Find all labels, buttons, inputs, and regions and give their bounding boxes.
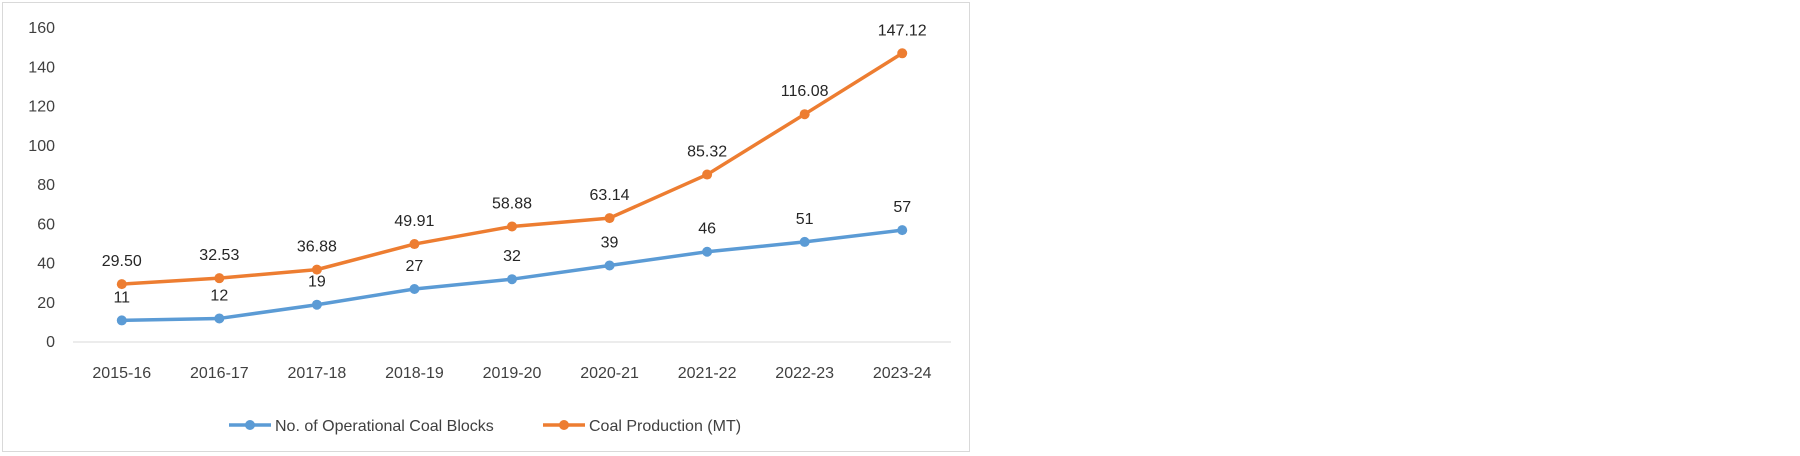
y-tick-label: 0 [46,334,55,351]
x-tick-label: 2016-17 [190,365,249,382]
x-tick-label: 2017-18 [288,365,347,382]
x-axis: 2015-16 2016-17 2017-18 2018-19 2019-20 2020-… [92,365,931,382]
data-label: 85.32 [687,144,727,161]
y-tick-label: 100 [28,138,55,155]
x-tick-label: 2021-22 [678,365,737,382]
data-label: 32.53 [199,247,239,264]
data-point [702,169,713,180]
data-point [897,48,908,59]
data-label: 27 [406,258,424,275]
data-label: 36.88 [297,239,337,256]
y-tick-label: 40 [37,256,55,273]
data-point [214,273,225,284]
data-point [799,236,810,247]
data-label: 49.91 [394,213,434,230]
data-point [409,284,420,295]
x-tick-label: 2023-24 [873,365,932,382]
data-point [604,260,615,271]
data-label: 29.50 [102,253,142,270]
y-tick-label: 60 [37,216,55,233]
data-point [799,109,810,120]
data-point [507,221,517,232]
data-point [214,313,225,324]
legend: No. of Operational Coal Blocks Coal Produ… [229,418,741,435]
line-chart: 0 20 40 60 80 100 120 140 160 2015-16 2016-17 2017… [28,20,951,435]
legend-item: Coal Production (MT) [543,418,741,435]
data-label: 57 [893,199,911,216]
x-tick-label: 2015-16 [92,365,151,382]
data-point [702,246,713,257]
legend-dot-marker [559,420,569,430]
data-point [311,264,322,275]
y-axis: 0 20 40 60 80 100 120 140 160 [28,20,55,351]
x-tick-label: 2020-21 [580,365,639,382]
data-label: 63.14 [590,187,630,204]
series-layer: 11 12 19 27 32 39 46 51 57 29.50 32.53 36.88 49.91 58… [102,22,927,326]
y-tick-label: 20 [37,295,55,312]
data-label: 58.88 [492,195,532,212]
data-label: 11 [113,289,130,306]
series-2: 29.50 32.53 36.88 49.91 58.88 63.14 85.32 116.0… [102,22,927,290]
y-tick-label: 120 [28,99,55,116]
data-point [507,274,517,285]
data-label: 51 [796,211,814,228]
legend-label: Coal Production (MT) [589,418,741,435]
legend-item: No. of Operational Coal Blocks [229,418,494,435]
y-tick-label: 140 [28,59,55,76]
x-tick-label: 2018-19 [385,365,444,382]
chart-frame: 0 20 40 60 80 100 120 140 160 2015-16 2016-17 2017… [2,2,970,452]
data-label: 147.12 [878,22,927,39]
data-label: 116.08 [781,83,829,100]
y-tick-label: 160 [28,20,55,37]
legend-dot-marker [245,420,255,430]
data-point [897,225,908,236]
x-tick-label: 2022-23 [775,365,834,382]
data-label: 46 [698,221,716,238]
series-1: 11 12 19 27 32 39 46 51 57 [113,199,911,326]
x-tick-label: 2019-20 [483,365,542,382]
data-label: 12 [210,287,228,304]
data-label: 32 [503,248,521,265]
y-tick-label: 80 [37,177,55,194]
data-point [604,213,615,224]
data-point [116,315,127,326]
data-label: 19 [308,274,326,291]
data-point [409,239,420,250]
data-point [311,299,322,310]
data-label: 39 [601,234,619,251]
legend-label: No. of Operational Coal Blocks [275,418,494,435]
data-point [116,279,127,290]
